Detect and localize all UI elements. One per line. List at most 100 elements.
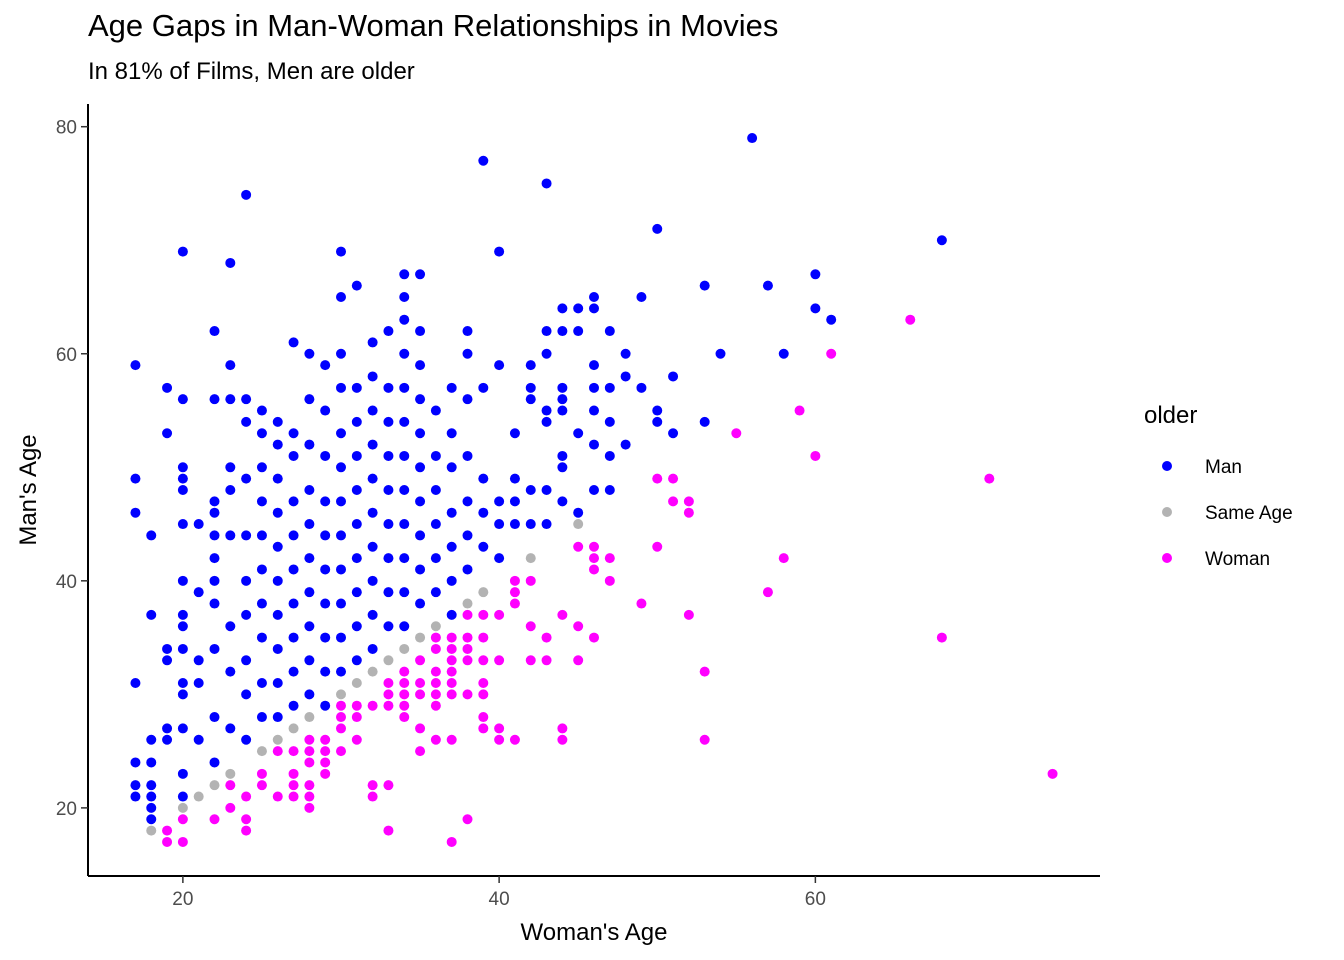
point-woman [430,700,441,711]
point-man [462,496,473,507]
point-woman [478,723,489,734]
point-man [446,609,457,620]
point-man [415,360,426,371]
point-man [209,712,220,723]
point-man [478,473,489,484]
point-man [383,519,394,530]
point-man [478,541,489,552]
point-woman [462,655,473,666]
point-man [399,416,410,427]
point-man [383,382,394,393]
point-man [367,439,378,450]
point-man [399,485,410,495]
point-man [430,450,441,461]
point-man [573,428,584,439]
point-woman [905,314,916,325]
point-man [256,598,267,609]
point-man [462,326,473,337]
point-man [177,394,188,405]
point-woman [636,598,647,609]
point-man [225,530,236,541]
point-man [320,700,331,711]
point-man [209,757,220,768]
point-man [177,473,188,484]
point-man [415,326,426,337]
point-man [304,655,315,666]
point-woman [462,632,473,643]
point-man [288,700,299,711]
point-woman [225,802,236,813]
point-man [130,678,141,688]
point-woman [256,768,267,779]
point-man [652,405,663,416]
point-man [225,485,236,495]
point-man [446,382,457,393]
point-woman [415,746,426,757]
point-woman [399,666,410,677]
point-man [193,734,204,745]
point-woman [462,689,473,700]
point-woman [177,836,188,847]
point-woman [699,666,710,677]
point-man [241,394,252,405]
point-man [320,530,331,541]
point-man [636,292,647,302]
point-same-age [399,643,410,654]
point-woman [478,712,489,723]
point-woman [288,791,299,802]
point-man [320,450,331,461]
point-same-age [146,825,157,836]
point-man [367,643,378,654]
point-man [288,496,299,507]
point-man [336,348,346,359]
point-man [320,666,331,677]
point-same-age [272,734,283,745]
point-man [146,780,157,791]
point-woman [383,689,394,700]
point-woman [415,655,426,666]
point-man [336,666,346,677]
legend: older Man Same Age Woman [1144,402,1293,570]
point-man [209,575,220,586]
x-axis-label: Woman's Age [521,919,668,946]
point-man [557,303,568,314]
point-woman [525,655,536,666]
point-man [810,303,821,314]
point-woman [209,814,220,825]
point-woman [557,723,568,734]
point-woman [683,507,694,518]
point-man [272,507,283,518]
point-woman [509,734,520,745]
point-woman [320,734,331,745]
point-man [336,564,346,575]
point-man [225,257,236,268]
point-man [351,280,362,291]
point-woman [336,723,346,734]
point-man [620,371,631,382]
point-man [225,360,236,371]
point-man [336,598,346,609]
point-man [288,428,299,439]
point-man [304,587,315,598]
point-man [193,678,204,688]
point-man [304,621,315,632]
point-man [494,519,505,530]
point-man [336,382,346,393]
point-man [509,496,520,507]
point-man [336,292,346,302]
point-man [336,496,346,507]
point-man [430,553,441,564]
point-woman [272,791,283,802]
point-woman [241,825,252,836]
point-woman [415,689,426,700]
point-man [557,394,568,405]
point-man [351,587,362,598]
point-same-age [256,746,267,757]
point-man [367,405,378,416]
point-man [936,235,947,246]
point-woman [430,632,441,643]
legend-key-woman [1162,553,1172,563]
point-man [304,485,315,495]
point-man [604,450,615,461]
point-man [462,450,473,461]
